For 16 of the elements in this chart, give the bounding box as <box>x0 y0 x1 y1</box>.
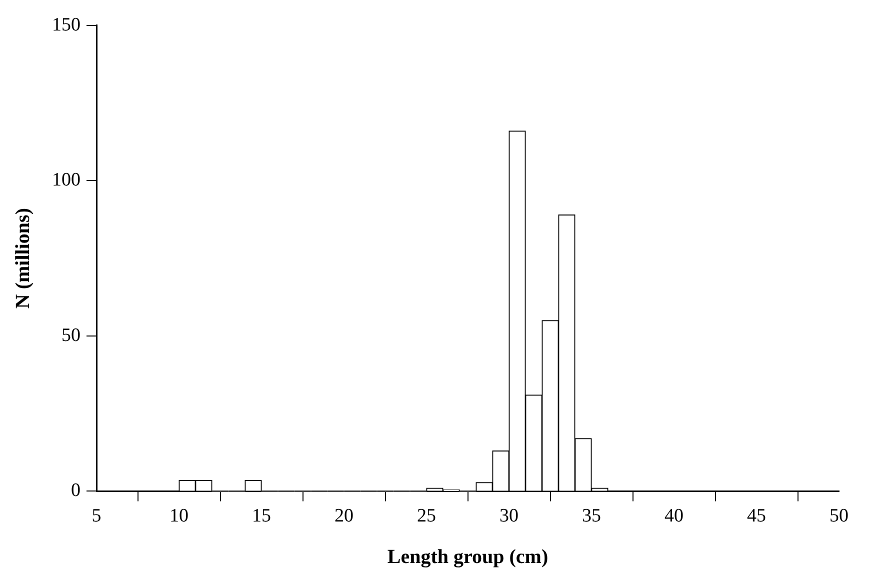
x-tick-label: 20 <box>334 506 354 527</box>
x-tick-label: 40 <box>664 506 684 527</box>
y-tick-label: 100 <box>52 170 80 191</box>
y-tick-label: 50 <box>62 324 80 346</box>
y-tick-label: 150 <box>52 14 80 36</box>
x-tick-label: 10 <box>170 506 188 527</box>
x-axis-title: Length group (cm) <box>387 546 548 568</box>
x-tick-label: 25 <box>417 506 436 527</box>
x-tick-label: 5 <box>92 506 102 527</box>
x-tick-label: 35 <box>582 506 601 527</box>
y-tick-label: 0 <box>71 480 80 502</box>
x-tick-label: 50 <box>830 506 848 527</box>
x-tick-label: 45 <box>747 506 766 527</box>
x-tick-label: 30 <box>500 506 518 527</box>
x-tick-label: 15 <box>252 506 271 527</box>
y-axis-title: N (millions) <box>12 208 34 309</box>
